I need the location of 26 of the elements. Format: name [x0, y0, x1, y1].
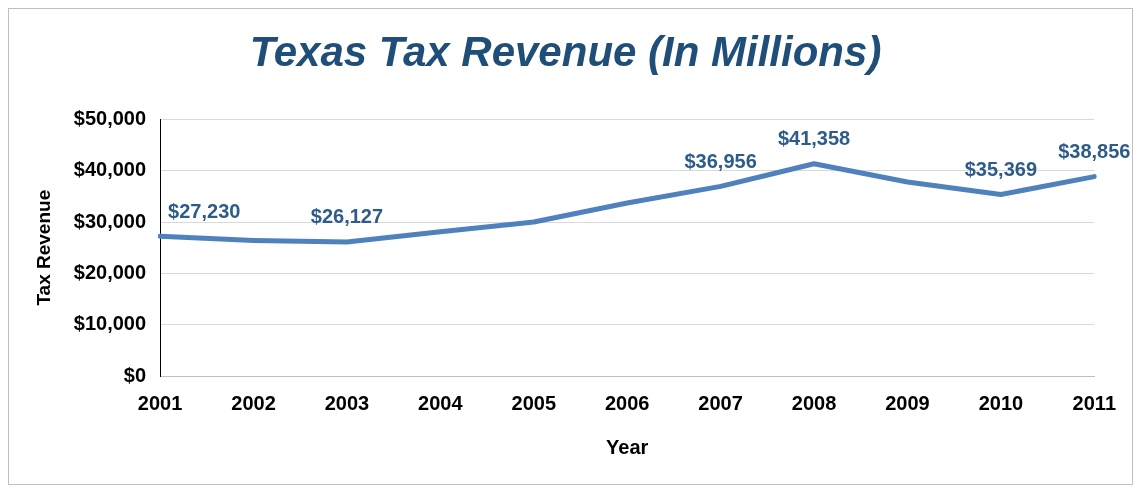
data-label: $41,358	[777, 127, 851, 150]
y-tick-label: $0	[123, 363, 147, 386]
y-tick-label: $10,000	[73, 312, 147, 335]
y-tick-label: $50,000	[73, 106, 147, 129]
data-label: $38,856	[1058, 140, 1131, 163]
y-tick-label: $20,000	[73, 260, 147, 283]
x-tick-label: 2004	[418, 391, 464, 414]
data-label: $27,230	[168, 199, 241, 222]
y-axis-title: Tax Revenue	[32, 189, 54, 306]
x-tick-label: 2003	[324, 391, 370, 414]
x-tick-label: 2002	[231, 391, 276, 414]
x-tick-label: 2010	[978, 391, 1024, 414]
data-label: $26,127	[310, 205, 384, 228]
chart-title: Texas Tax Revenue (In Millions)	[249, 27, 882, 75]
x-tick-label: 2011	[1072, 391, 1116, 414]
x-tick-label: 2008	[791, 391, 837, 414]
x-tick-label: 2005	[511, 391, 557, 414]
x-axis-title: Year	[606, 435, 649, 458]
y-tick-label: $30,000	[73, 209, 147, 232]
x-tick-label: 2007	[698, 391, 743, 414]
data-label: $35,369	[964, 158, 1038, 180]
x-tick-label: 2006	[604, 391, 650, 414]
x-tick-label: 2001	[137, 391, 183, 414]
y-tick-label: $40,000	[73, 158, 147, 181]
data-label: $36,956	[684, 149, 757, 172]
x-tick-label: 2009	[885, 391, 930, 414]
